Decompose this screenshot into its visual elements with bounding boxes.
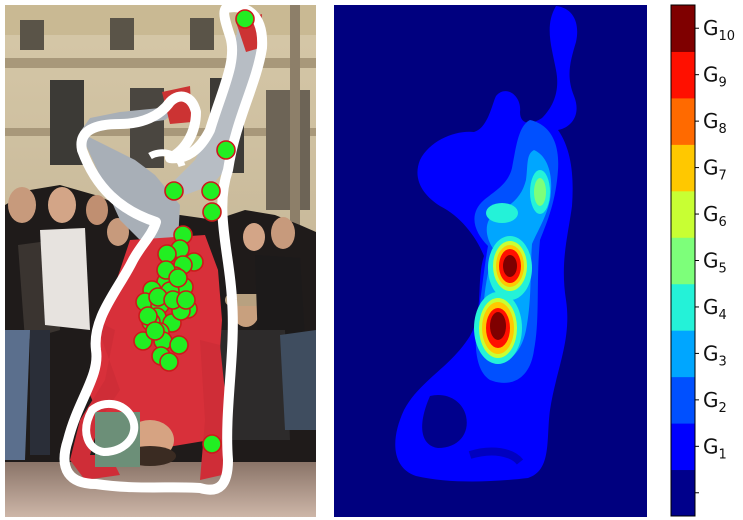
keypoint	[145, 321, 165, 341]
colorbar-label: G6	[703, 202, 727, 230]
colorbar-label-sub: 8	[719, 122, 727, 137]
heatmap-panel	[334, 5, 647, 517]
colorbar-cell	[671, 190, 695, 238]
colorbar-label: G10	[703, 16, 735, 44]
heat-level-10-upper	[503, 255, 517, 277]
keypoint	[202, 434, 222, 454]
colorbar-label-sub: 3	[719, 354, 727, 369]
colorbar-label-sub: 4	[719, 308, 727, 323]
keypoint	[201, 181, 221, 201]
keypoint	[169, 335, 189, 355]
colorbar-label-sub: 5	[719, 262, 727, 277]
colorbar-label: G2	[703, 388, 727, 416]
colorbar-label-base: G	[703, 16, 719, 40]
colorbar-label-base: G	[703, 156, 719, 180]
colorbar-label-base: G	[703, 249, 719, 273]
colorbar-label: G4	[703, 295, 727, 323]
colorbar-label-sub: 9	[719, 76, 727, 91]
colorbar-label-base: G	[703, 63, 719, 87]
colorbar-label-sub: 1	[719, 447, 727, 462]
colorbar-label: G8	[703, 109, 727, 137]
colorbar-cell	[671, 423, 695, 471]
colorbar-label: G5	[703, 249, 727, 277]
colorbar-cell	[671, 376, 695, 424]
colorbar-label-sub: 7	[719, 169, 727, 184]
colorbar-cell	[671, 5, 695, 52]
colorbar-label: G9	[703, 63, 727, 91]
colorbar-label-base: G	[703, 341, 719, 365]
heat-level-10-lower	[490, 312, 506, 340]
keypoint	[159, 352, 179, 372]
colorbar-label-base: G	[703, 109, 719, 133]
photo-panel	[5, 5, 316, 517]
colorbar-label-base: G	[703, 434, 719, 458]
colorbar-label-sub: 10	[719, 29, 736, 44]
colorbar-cell	[671, 330, 695, 378]
colorbar-cell	[671, 237, 695, 285]
colorbar-label-sub: 6	[719, 215, 727, 230]
colorbar-label-base: G	[703, 202, 719, 226]
colorbar-label: G3	[703, 341, 727, 369]
keypoint	[235, 9, 255, 29]
keypoint	[164, 181, 184, 201]
colorbar-label-base: G	[703, 295, 719, 319]
colorbar-cell	[671, 97, 695, 145]
keypoints	[133, 9, 255, 454]
keypoint	[202, 202, 222, 222]
colorbar-label: G7	[703, 156, 727, 184]
keypoint	[216, 140, 236, 160]
colorbar-cell	[671, 144, 695, 192]
colorbar-label-sub: 2	[719, 401, 727, 416]
colorbar-label: G1	[703, 434, 727, 462]
colorbar-cell	[671, 469, 695, 517]
heat-level-4-left	[486, 203, 518, 223]
colorbar-cell	[671, 51, 695, 99]
breakdancer-headstand-figure-icon	[70, 10, 262, 480]
keypoint	[168, 268, 188, 288]
keypoint	[176, 290, 196, 310]
colorbar-label-base: G	[703, 388, 719, 412]
colorbar-cell	[671, 283, 695, 331]
heat-level-5-right	[534, 178, 546, 206]
